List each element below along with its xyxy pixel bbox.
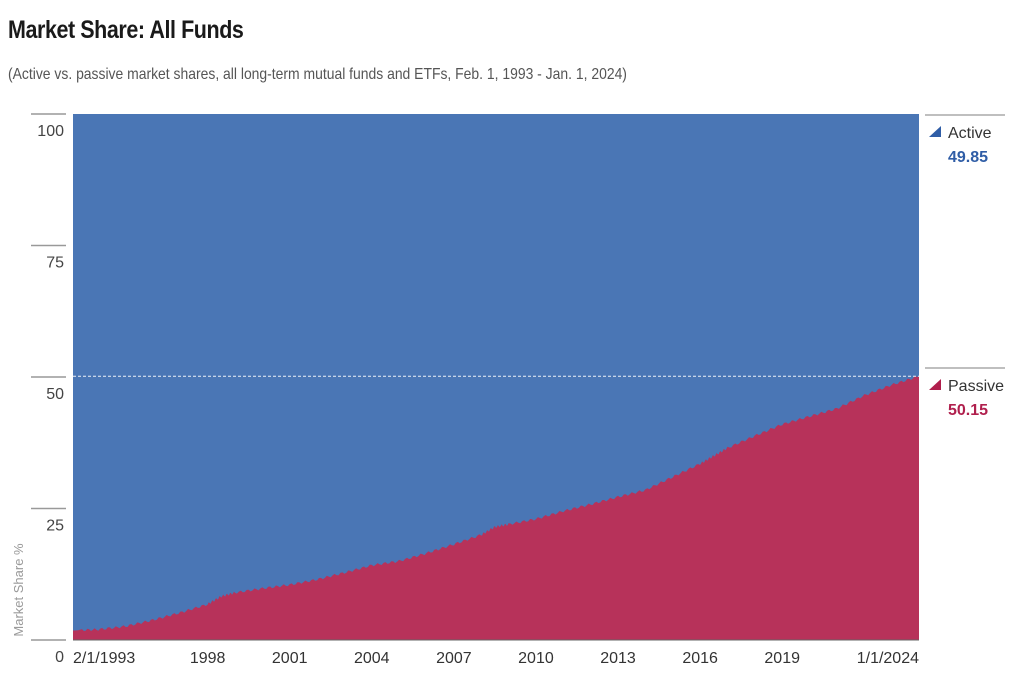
legend-passive-value: 50.15 <box>948 402 988 419</box>
x-tick-label: 2010 <box>518 650 554 667</box>
legend-passive-marker <box>929 379 941 390</box>
y-tick-label: 75 <box>46 255 64 272</box>
x-tick-label: 2013 <box>600 650 636 667</box>
x-tick-label: 1998 <box>190 650 226 667</box>
x-tick-label: 2007 <box>436 650 472 667</box>
x-tick-label: 2016 <box>682 650 718 667</box>
legend-active: Active 49.85 <box>925 114 1005 166</box>
x-tick-label: 2001 <box>272 650 308 667</box>
passive-series-area <box>73 376 919 640</box>
chart-subtitle: (Active vs. passive market shares, all l… <box>8 66 627 83</box>
legend-active-value: 49.85 <box>948 149 988 166</box>
x-tick-label: 1/1/2024 <box>857 650 919 667</box>
y-tick-label: 100 <box>37 123 64 140</box>
legend-passive: Passive 50.15 <box>925 367 1005 419</box>
legend-active-marker <box>929 126 941 137</box>
y-axis: 0 25 50 75 100 <box>31 113 66 666</box>
y-tick-label: 25 <box>46 518 64 535</box>
y-tick-label: 50 <box>46 386 64 403</box>
chart-title: Market Share: All Funds <box>8 16 244 44</box>
x-tick-label: 2/1/1993 <box>73 650 135 667</box>
x-tick-label: 2004 <box>354 650 390 667</box>
legend-passive-name: Passive <box>948 378 1004 395</box>
y-tick-label: 0 <box>55 649 64 666</box>
x-axis: 2/1/1993 1998 2001 2004 2007 2010 2013 2016 2019… <box>73 639 919 667</box>
x-tick-label: 2019 <box>764 650 800 667</box>
legend-active-name: Active <box>948 125 992 142</box>
y-axis-label: Market Share % <box>11 543 26 637</box>
